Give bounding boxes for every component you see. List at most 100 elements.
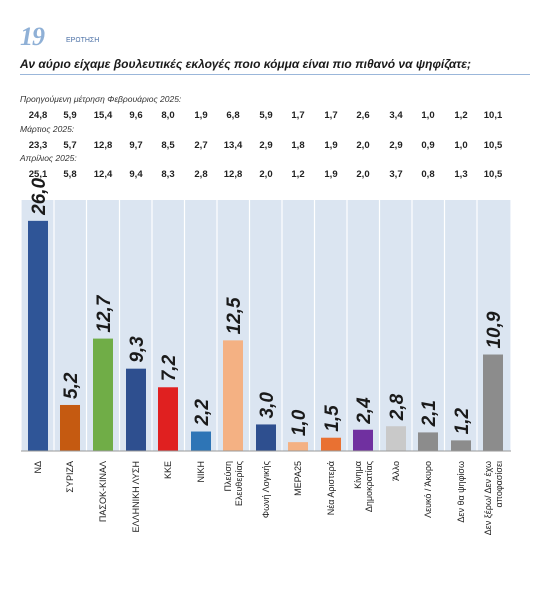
previous-value: 8,3 <box>161 169 175 180</box>
bar-value-label: 2,1 <box>419 400 440 427</box>
category-label: Ελευθερίας <box>234 460 244 506</box>
category-label: ΕΛΛΗΝΙΚΗ ΛΥΣΗ <box>131 461 141 532</box>
category-label: ΚΚΕ <box>163 461 173 479</box>
category-label: Νέα Αριστερά <box>326 461 336 515</box>
category-label: Δεν ξέρω/ Δεν έχω <box>483 461 493 535</box>
previous-value: 2,0 <box>259 169 273 180</box>
previous-value: 12,4 <box>93 169 113 180</box>
previous-value: 15,4 <box>93 110 113 121</box>
previous-value: 1,3 <box>454 169 468 180</box>
previous-value: 3,7 <box>389 169 403 180</box>
previous-value: 1,9 <box>324 140 338 151</box>
previous-value: 1,8 <box>291 140 305 151</box>
bar <box>223 340 243 451</box>
previous-row-label: Απρίλιος 2025: <box>20 153 77 163</box>
previous-value: 2,9 <box>389 140 403 151</box>
previous-value: 10,5 <box>483 169 503 180</box>
category-label: Φωνή Λογικής <box>261 460 271 518</box>
previous-row-label: Προηγούμενη μέτρηση Φεβρουάριος 2025: <box>20 94 182 104</box>
bar <box>256 424 276 451</box>
previous-value: 5,9 <box>259 110 273 121</box>
previous-value: 3,4 <box>389 110 403 121</box>
bar-value-label: 10,9 <box>484 311 505 348</box>
category-label: Λευκό / Άκυρο <box>423 461 433 518</box>
previous-value: 9,7 <box>129 140 143 151</box>
bar-value-label: 2,2 <box>192 399 213 427</box>
previous-value: 9,6 <box>129 110 143 121</box>
previous-row-label: Μάρτιος 2025: <box>20 124 75 134</box>
previous-value: 1,0 <box>421 110 435 121</box>
bar-value-label: 3,0 <box>257 392 278 419</box>
previous-value: 2,7 <box>194 140 208 151</box>
previous-value: 9,4 <box>129 169 143 180</box>
previous-value: 8,5 <box>161 140 175 151</box>
bar <box>60 404 80 451</box>
previous-value: 1,7 <box>324 110 338 121</box>
previous-value: 1,2 <box>454 110 468 121</box>
previous-value: 12,8 <box>93 140 113 151</box>
previous-value: 5,9 <box>63 110 77 121</box>
previous-value: 10,5 <box>483 140 503 151</box>
bar-value-label: 7,2 <box>159 354 180 381</box>
bar <box>386 426 406 451</box>
previous-value: 0,9 <box>421 140 435 151</box>
bar <box>451 440 471 451</box>
bar-value-label: 9,3 <box>127 336 148 363</box>
bar-value-label: 2,8 <box>387 393 408 421</box>
category-label: Δεν θα ψηφίσω <box>456 461 466 523</box>
bar <box>418 432 438 451</box>
previous-value: 1,7 <box>291 110 305 121</box>
category-label: αποφασίσει <box>494 461 504 507</box>
previous-value: 10,1 <box>483 110 503 121</box>
bar-value-label: 26,0 <box>29 177 50 215</box>
category-label: ΝΙΚΗ <box>196 461 206 483</box>
category-label: ΝΔ <box>33 461 43 474</box>
previous-value: 1,0 <box>454 140 468 151</box>
category-label: Άλλο <box>391 461 401 481</box>
previous-value: 2,9 <box>259 140 273 151</box>
category-label: Δημοκρατίας <box>364 460 374 512</box>
bar-value-label: 12,7 <box>94 294 115 332</box>
bar <box>126 368 146 451</box>
bar-value-label: 1,0 <box>289 409 310 436</box>
question-text: Αν αύριο είχαμε βουλευτικές εκλογές ποιο… <box>20 57 471 71</box>
header-divider <box>20 74 530 75</box>
previous-value: 1,9 <box>324 169 338 180</box>
bar <box>288 442 308 451</box>
question-label: ΕΡΩΤΗΣΗ <box>66 37 100 44</box>
previous-value: 1,2 <box>291 169 305 180</box>
previous-value: 23,3 <box>28 140 48 151</box>
category-label: ΠΑΣΟΚ-ΚΙΝΑΛ <box>98 461 108 522</box>
previous-value: 2,6 <box>356 110 370 121</box>
bar-value-label: 1,2 <box>452 408 473 435</box>
previous-value: 24,8 <box>28 110 48 121</box>
bar <box>191 431 211 451</box>
category-label: Πλεύση <box>223 461 233 492</box>
previous-value: 2,8 <box>194 169 208 180</box>
previous-value: 2,0 <box>356 140 370 151</box>
bar <box>483 354 503 451</box>
previous-value: 13,4 <box>223 140 243 151</box>
bar-value-label: 12,5 <box>224 297 245 334</box>
previous-value: 6,8 <box>226 110 240 121</box>
category-label: ΜΕΡΑ25 <box>293 461 303 496</box>
question-number: 19 <box>20 22 45 51</box>
bar <box>353 429 373 451</box>
category-label: Κίνημα <box>353 461 363 489</box>
bar <box>321 437 341 451</box>
previous-value: 12,8 <box>223 169 243 180</box>
category-label: ΣΥΡΙΖΑ <box>65 461 75 493</box>
bar-value-label: 2,4 <box>354 397 375 425</box>
previous-value: 8,0 <box>161 110 175 121</box>
previous-value: 5,7 <box>63 140 77 151</box>
previous-value: 5,8 <box>63 169 77 180</box>
bar <box>93 338 113 451</box>
bar <box>158 387 178 451</box>
bar-value-label: 5,2 <box>61 372 82 399</box>
bar <box>28 220 48 451</box>
bar-value-label: 1,5 <box>322 405 343 432</box>
previous-value: 0,8 <box>421 169 435 180</box>
previous-value: 25,1 <box>28 169 48 180</box>
previous-value: 1,9 <box>194 110 208 121</box>
